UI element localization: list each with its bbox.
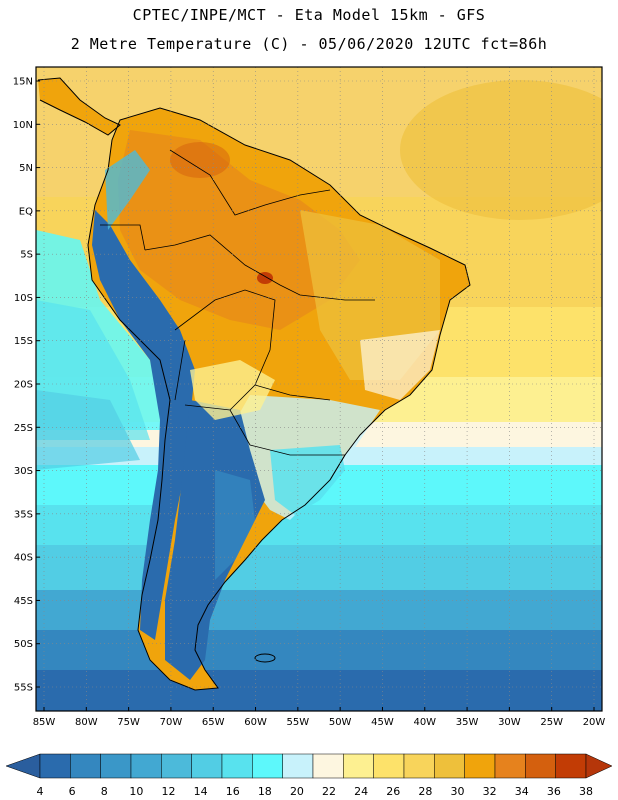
coastlines (37, 77, 471, 691)
lon-tick-label: 45W (371, 717, 394, 728)
colorbar-label: 12 (161, 785, 175, 798)
colorbar-swatch (221, 753, 253, 779)
longitude-labels: 85W 80W 75W 70W 65W 60W 55W 50W 45W 40W 35W 30W 25W 2… (33, 707, 606, 728)
colorbar-label: 38 (579, 785, 593, 798)
graticule (36, 67, 602, 711)
colorbar-label: 34 (515, 785, 529, 798)
colorbar-label: 14 (194, 785, 208, 798)
temperature-field (36, 67, 602, 711)
colorbar-swatch (282, 753, 314, 779)
country-borders (100, 149, 375, 481)
colorbar-swatch (70, 753, 101, 779)
lon-tick-label: 40W (413, 717, 436, 728)
latitude-labels: 15N 10N 5N EQ 5S 10S 15S 20S 25S 30S 35S 40S 45S 50S 5… (13, 77, 40, 694)
colorbar-swatch (161, 753, 192, 779)
lon-tick-label: 35W (456, 717, 479, 728)
lon-tick-label: 85W (33, 717, 56, 728)
colorbar-swatch (39, 753, 71, 779)
lat-tick-label: 55S (14, 683, 33, 694)
lat-tick-label: 5N (19, 163, 33, 174)
lat-tick-label: 50S (14, 639, 33, 650)
lon-tick-label: 70W (160, 717, 183, 728)
colorbar-label: 18 (258, 785, 272, 798)
lat-tick-label: 20S (14, 380, 33, 391)
colorbar-label: 22 (322, 785, 336, 798)
colorbar-label: 30 (451, 785, 465, 798)
lat-tick-label: 10S (14, 293, 33, 304)
lat-tick-label: 45S (14, 596, 33, 607)
colorbar-swatch (403, 753, 435, 779)
lon-tick-label: 55W (287, 717, 310, 728)
colorbar-label: 16 (226, 785, 240, 798)
colorbar-swatch (555, 753, 587, 779)
colorbar-label: 20 (290, 785, 304, 798)
colorbar-swatch (343, 753, 374, 779)
lon-tick-label: 30W (498, 717, 521, 728)
colorbar-swatch (434, 753, 465, 779)
lon-tick-label: 25W (540, 717, 563, 728)
map-title: CPTEC/INPE/MCT - Eta Model 15km - GFS (132, 6, 486, 24)
colorbar-label: 8 (101, 785, 108, 798)
lat-tick-label: 15S (14, 336, 33, 347)
colorbar-swatch (525, 753, 556, 779)
colorbar-swatch (494, 753, 526, 779)
colorbar-swatch (373, 753, 405, 779)
colorbar-label: 10 (129, 785, 143, 798)
colorbar-label: 4 (37, 785, 44, 798)
colorbar-min-arrow (5, 753, 41, 779)
colorbar-label: 24 (354, 785, 368, 798)
lon-tick-label: 20W (583, 717, 606, 728)
lat-tick-label: 40S (14, 553, 33, 564)
lon-tick-label: 50W (329, 717, 352, 728)
lat-tick-label: EQ (19, 206, 33, 217)
colorbar-label: 28 (418, 785, 432, 798)
lat-tick-label: 5S (20, 250, 33, 261)
lat-tick-label: 35S (14, 509, 33, 520)
colorbar-swatch (252, 753, 283, 779)
lon-tick-label: 65W (202, 717, 225, 728)
colorbar-swatch (312, 753, 344, 779)
lon-tick-label: 75W (117, 717, 140, 728)
colorbar-label: 36 (547, 785, 561, 798)
lat-tick-label: 15N (13, 77, 33, 88)
lon-tick-label: 60W (244, 717, 267, 728)
colorbar-max-arrow (585, 753, 613, 779)
colorbar-swatch (191, 753, 223, 779)
colorbar-label: 6 (69, 785, 76, 798)
lon-tick-label: 80W (75, 717, 98, 728)
colorbar-label: 32 (483, 785, 497, 798)
colorbar-swatch (130, 753, 162, 779)
colorbar: 4 6 8 10 12 14 16 18 20 22 24 26 28 30 32 34 36 38 (5, 753, 613, 798)
colorbar-swatch (100, 753, 132, 779)
lat-tick-label: 25S (14, 423, 33, 434)
map-frame (35, 66, 603, 712)
colorbar-swatch (464, 753, 496, 779)
lat-tick-label: 30S (14, 466, 33, 477)
lat-tick-label: 10N (13, 120, 33, 131)
map-subtitle: 2 Metre Temperature (C) - 05/06/2020 12U… (70, 35, 548, 53)
colorbar-label: 26 (386, 785, 400, 798)
